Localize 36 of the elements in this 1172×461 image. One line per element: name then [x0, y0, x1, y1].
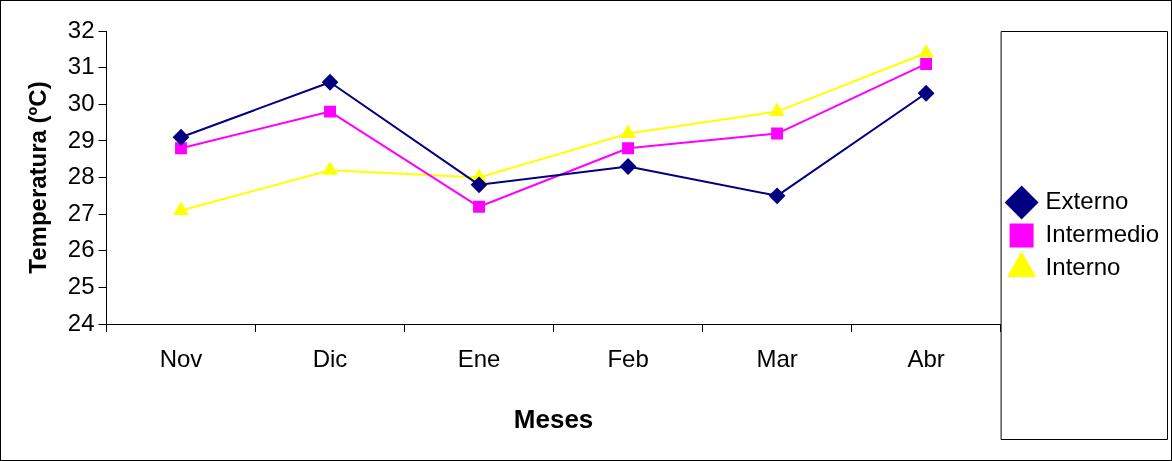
point	[175, 142, 187, 155]
y-tick-label: 29	[67, 125, 95, 153]
point	[920, 58, 933, 70]
point	[322, 162, 338, 175]
x-tick-label: Feb	[607, 345, 649, 373]
x-axis-title: Meses	[513, 403, 594, 434]
y-tick-label: 27	[67, 198, 95, 226]
x-tick-label: Mar	[756, 345, 798, 373]
legend-label: Intermedio	[1045, 220, 1159, 248]
point	[918, 85, 935, 102]
x-tick-label: Ene	[457, 345, 501, 373]
point	[622, 142, 635, 155]
point	[769, 187, 786, 204]
point	[770, 103, 785, 117]
point	[620, 158, 637, 175]
y-tick-label: 32	[67, 15, 95, 43]
y-tick-label: 26	[67, 235, 95, 263]
point	[473, 200, 485, 213]
point	[471, 176, 488, 193]
legend-label: Externo	[1045, 187, 1129, 215]
point	[173, 202, 189, 215]
point	[621, 125, 636, 139]
point	[324, 105, 336, 118]
point	[771, 127, 784, 140]
y-tick-label: 25	[67, 272, 95, 299]
legend-label: Interno	[1045, 253, 1121, 281]
y-axis-title: Temperatura (ºC)	[24, 81, 52, 274]
y-tick-label: 30	[67, 88, 95, 116]
point	[322, 74, 339, 91]
point	[173, 129, 190, 146]
y-tick-label: 28	[67, 162, 95, 190]
x-tick-label: Nov	[159, 345, 203, 373]
x-tick-label: Dic	[312, 345, 348, 373]
y-tick-label: 24	[67, 308, 95, 336]
y-tick-label: 31	[67, 52, 95, 80]
x-tick-label: Abr	[907, 345, 945, 373]
